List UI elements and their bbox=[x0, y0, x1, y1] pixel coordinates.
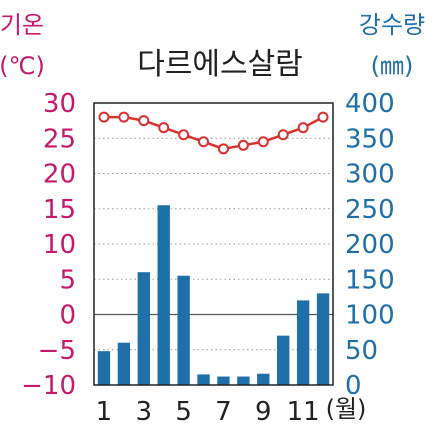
precipitation-tick-label: 150 bbox=[345, 265, 395, 295]
precipitation-bar-6 bbox=[197, 374, 210, 385]
precipitation-bar-3 bbox=[137, 272, 150, 385]
x-axis-unit: (월) bbox=[326, 395, 367, 423]
precipitation-bar-9 bbox=[257, 373, 270, 385]
temperature-point-3 bbox=[138, 115, 150, 127]
grid-lines bbox=[94, 137, 333, 351]
temperature-series-line bbox=[103, 115, 324, 151]
temperature-point-2 bbox=[118, 111, 130, 123]
month-tick-label: 5 bbox=[175, 397, 192, 427]
temperature-tick-label: 20 bbox=[43, 160, 76, 190]
precipitation-bar-4 bbox=[157, 205, 170, 385]
temperature-point-1 bbox=[98, 111, 110, 123]
temperature-tick-label: 5 bbox=[59, 265, 76, 295]
temperature-point-5 bbox=[178, 129, 190, 141]
precipitation-axis-unit: (㎜) bbox=[371, 52, 414, 80]
precipitation-tick-label: 250 bbox=[345, 195, 395, 225]
precipitation-bar-11 bbox=[296, 300, 310, 385]
precipitation-tick-label: 0 bbox=[345, 371, 362, 401]
temperature-point-8 bbox=[237, 139, 249, 151]
temperature-point-9 bbox=[257, 136, 269, 148]
precipitation-tick-label: 100 bbox=[345, 301, 395, 331]
precipitation-tick-label: 400 bbox=[345, 89, 395, 119]
temperature-tick-label: 30 bbox=[43, 89, 76, 119]
temperature-point-10 bbox=[277, 129, 289, 141]
temperature-tick-label: 15 bbox=[43, 195, 76, 225]
month-tick-label: 7 bbox=[215, 397, 232, 427]
temperature-tick-labels: 30 25 20 15 10 5 0 −5 −10 bbox=[21, 89, 76, 401]
precipitation-bar-8 bbox=[237, 376, 250, 385]
temperature-tick-label: −5 bbox=[38, 336, 76, 366]
temperature-point-6 bbox=[198, 136, 210, 148]
month-tick-label: 11 bbox=[287, 397, 320, 427]
precipitation-tick-labels: 400 350 300 250 200 150 100 50 0 bbox=[345, 89, 395, 401]
chart-title: 다르에스살람 bbox=[137, 47, 303, 82]
precipitation-bar-2 bbox=[117, 342, 131, 385]
precipitation-tick-label: 200 bbox=[345, 230, 395, 260]
temperature-point-4 bbox=[158, 122, 170, 134]
temperature-axis-unit: (℃) bbox=[0, 52, 45, 80]
precipitation-bar-12 bbox=[316, 293, 330, 385]
temperature-point-11 bbox=[297, 122, 309, 134]
temperature-axis-label: 기온 bbox=[0, 11, 44, 39]
temperature-line bbox=[98, 111, 329, 155]
month-tick-labels: 1 3 5 7 9 11 bbox=[96, 397, 320, 427]
temperature-tick-label: −10 bbox=[21, 371, 76, 401]
precipitation-bar-5 bbox=[177, 275, 190, 385]
precipitation-bar-1 bbox=[97, 351, 111, 385]
precipitation-tick-label: 350 bbox=[345, 124, 395, 154]
month-tick-label: 3 bbox=[136, 397, 153, 427]
precipitation-tick-label: 300 bbox=[345, 160, 395, 190]
month-tick-label: 9 bbox=[255, 397, 272, 427]
precipitation-bar-10 bbox=[277, 335, 290, 385]
temperature-tick-label: 25 bbox=[43, 124, 76, 154]
precipitation-bars bbox=[97, 205, 330, 385]
plot-frame bbox=[93, 102, 334, 386]
temperature-tick-label: 0 bbox=[59, 301, 76, 331]
precipitation-tick-label: 50 bbox=[345, 336, 378, 366]
month-tick-label: 1 bbox=[96, 397, 113, 427]
temperature-tick-label: 10 bbox=[43, 230, 76, 260]
temperature-point-12 bbox=[317, 111, 329, 123]
precipitation-axis-label: 강수량 bbox=[359, 11, 425, 39]
precipitation-bar-7 bbox=[217, 376, 230, 385]
temperature-point-7 bbox=[217, 143, 229, 155]
